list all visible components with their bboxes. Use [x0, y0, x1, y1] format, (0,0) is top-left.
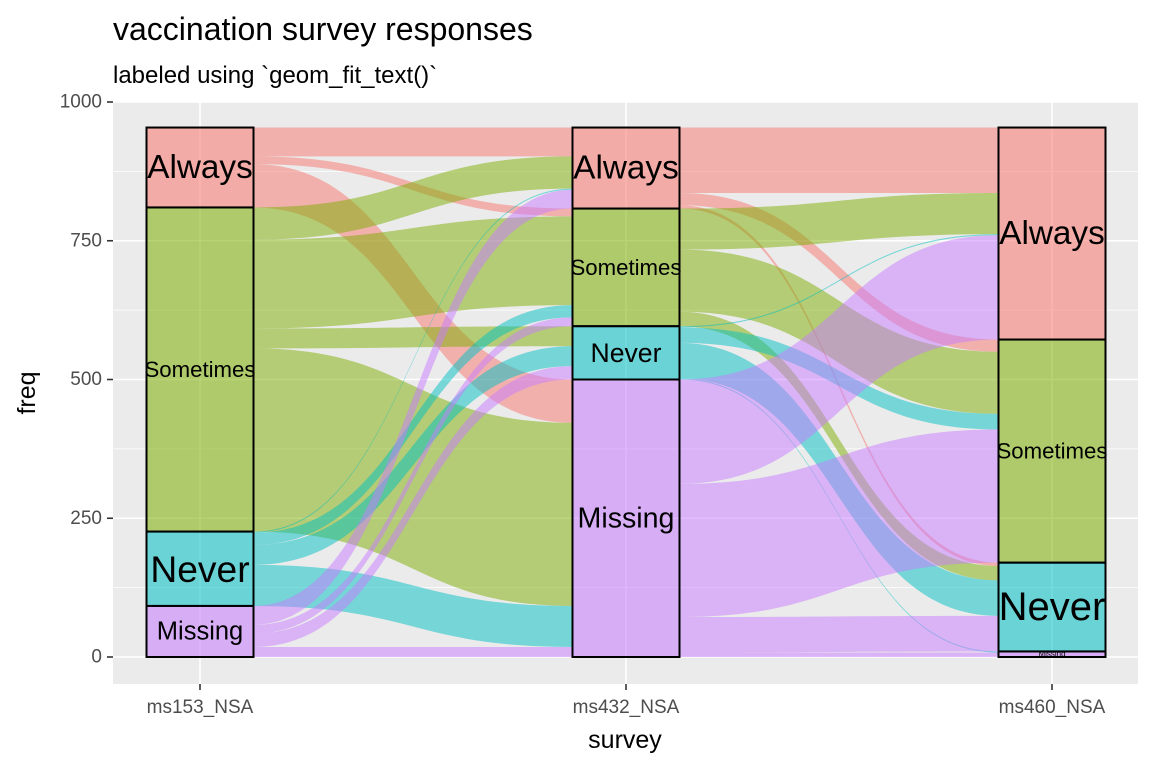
- flow-always-to-sometimes: [679, 193, 999, 352]
- flow-missing-to-missing: [253, 647, 573, 657]
- flow-missing-to-sometimes: [679, 429, 999, 618]
- y-tick-label: 750: [70, 230, 102, 251]
- flow-missing-to-always: [679, 235, 999, 484]
- stratum-label: Always: [999, 215, 1104, 252]
- chart-subtitle: labeled using `geom_fit_text()`: [113, 62, 437, 89]
- stratum-label: Always: [147, 149, 252, 186]
- stratum-missing: [997, 650, 1107, 659]
- stratum-sometimes: [145, 206, 255, 533]
- y-axis: 0 250 500 750 1000: [60, 92, 113, 668]
- x-axis: ms153_NSA ms432_NSA ms460_NSA: [147, 684, 1106, 718]
- x-axis-title: survey: [588, 726, 662, 754]
- flow-missing-to-sometimes: [253, 317, 573, 634]
- stratum-never: [997, 561, 1107, 653]
- x-tick-label: ms153_NSA: [147, 697, 254, 718]
- flows: [253, 127, 999, 657]
- stratum-label: Sometimes: [997, 439, 1108, 464]
- flow-missing-to-never: [679, 615, 999, 653]
- stratum-label: Always: [573, 150, 678, 187]
- flow-missing-to-missing: [679, 652, 999, 657]
- y-tick-label: 0: [91, 647, 102, 668]
- x-tick-label: ms432_NSA: [573, 697, 680, 718]
- stratum-sometimes: [571, 207, 681, 328]
- flow-missing-to-always: [253, 189, 573, 625]
- flow-never-to-always: [679, 234, 999, 328]
- stratum-label: Missing: [157, 617, 243, 645]
- stratum-never: [145, 530, 255, 607]
- stratum-label: Sometimes: [571, 255, 682, 280]
- flow-never-to-sometimes: [253, 305, 573, 545]
- flow-always-to-always: [679, 127, 999, 194]
- stratum-missing: [145, 604, 255, 659]
- flow-sometimes-to-always: [253, 156, 573, 240]
- stratum-never: [571, 325, 681, 381]
- stratum-always: [145, 126, 255, 209]
- flow-always-to-always: [253, 127, 573, 157]
- y-tick-label: 1000: [60, 92, 102, 113]
- flow-missing-to-never: [253, 366, 573, 648]
- chart-title: vaccination survey responses: [113, 11, 533, 47]
- stratum-label: Missing: [1038, 650, 1065, 659]
- y-tick-label: 500: [70, 369, 102, 390]
- y-tick-label: 250: [70, 508, 102, 529]
- strata: Always Sometimes Never Missing Always Sometim…: [145, 126, 1108, 659]
- stratum-sometimes: [997, 338, 1107, 564]
- flow-sometimes-to-always: [679, 193, 999, 250]
- stratum-label: Never: [999, 585, 1106, 629]
- y-axis-title: freq: [13, 371, 41, 414]
- stratum-label: Sometimes: [145, 357, 256, 382]
- stratum-label: Never: [150, 548, 249, 590]
- x-tick-label: ms460_NSA: [999, 697, 1106, 718]
- stratum-label: Missing: [578, 502, 675, 534]
- flow-never-to-never: [253, 346, 573, 565]
- flow-sometimes-to-never: [679, 311, 999, 581]
- stratum-always: [571, 126, 681, 210]
- flow-never-to-missing: [253, 564, 573, 648]
- stratum-missing: [571, 378, 681, 658]
- flow-never-to-always: [253, 188, 573, 533]
- stratum-label: Never: [591, 338, 662, 368]
